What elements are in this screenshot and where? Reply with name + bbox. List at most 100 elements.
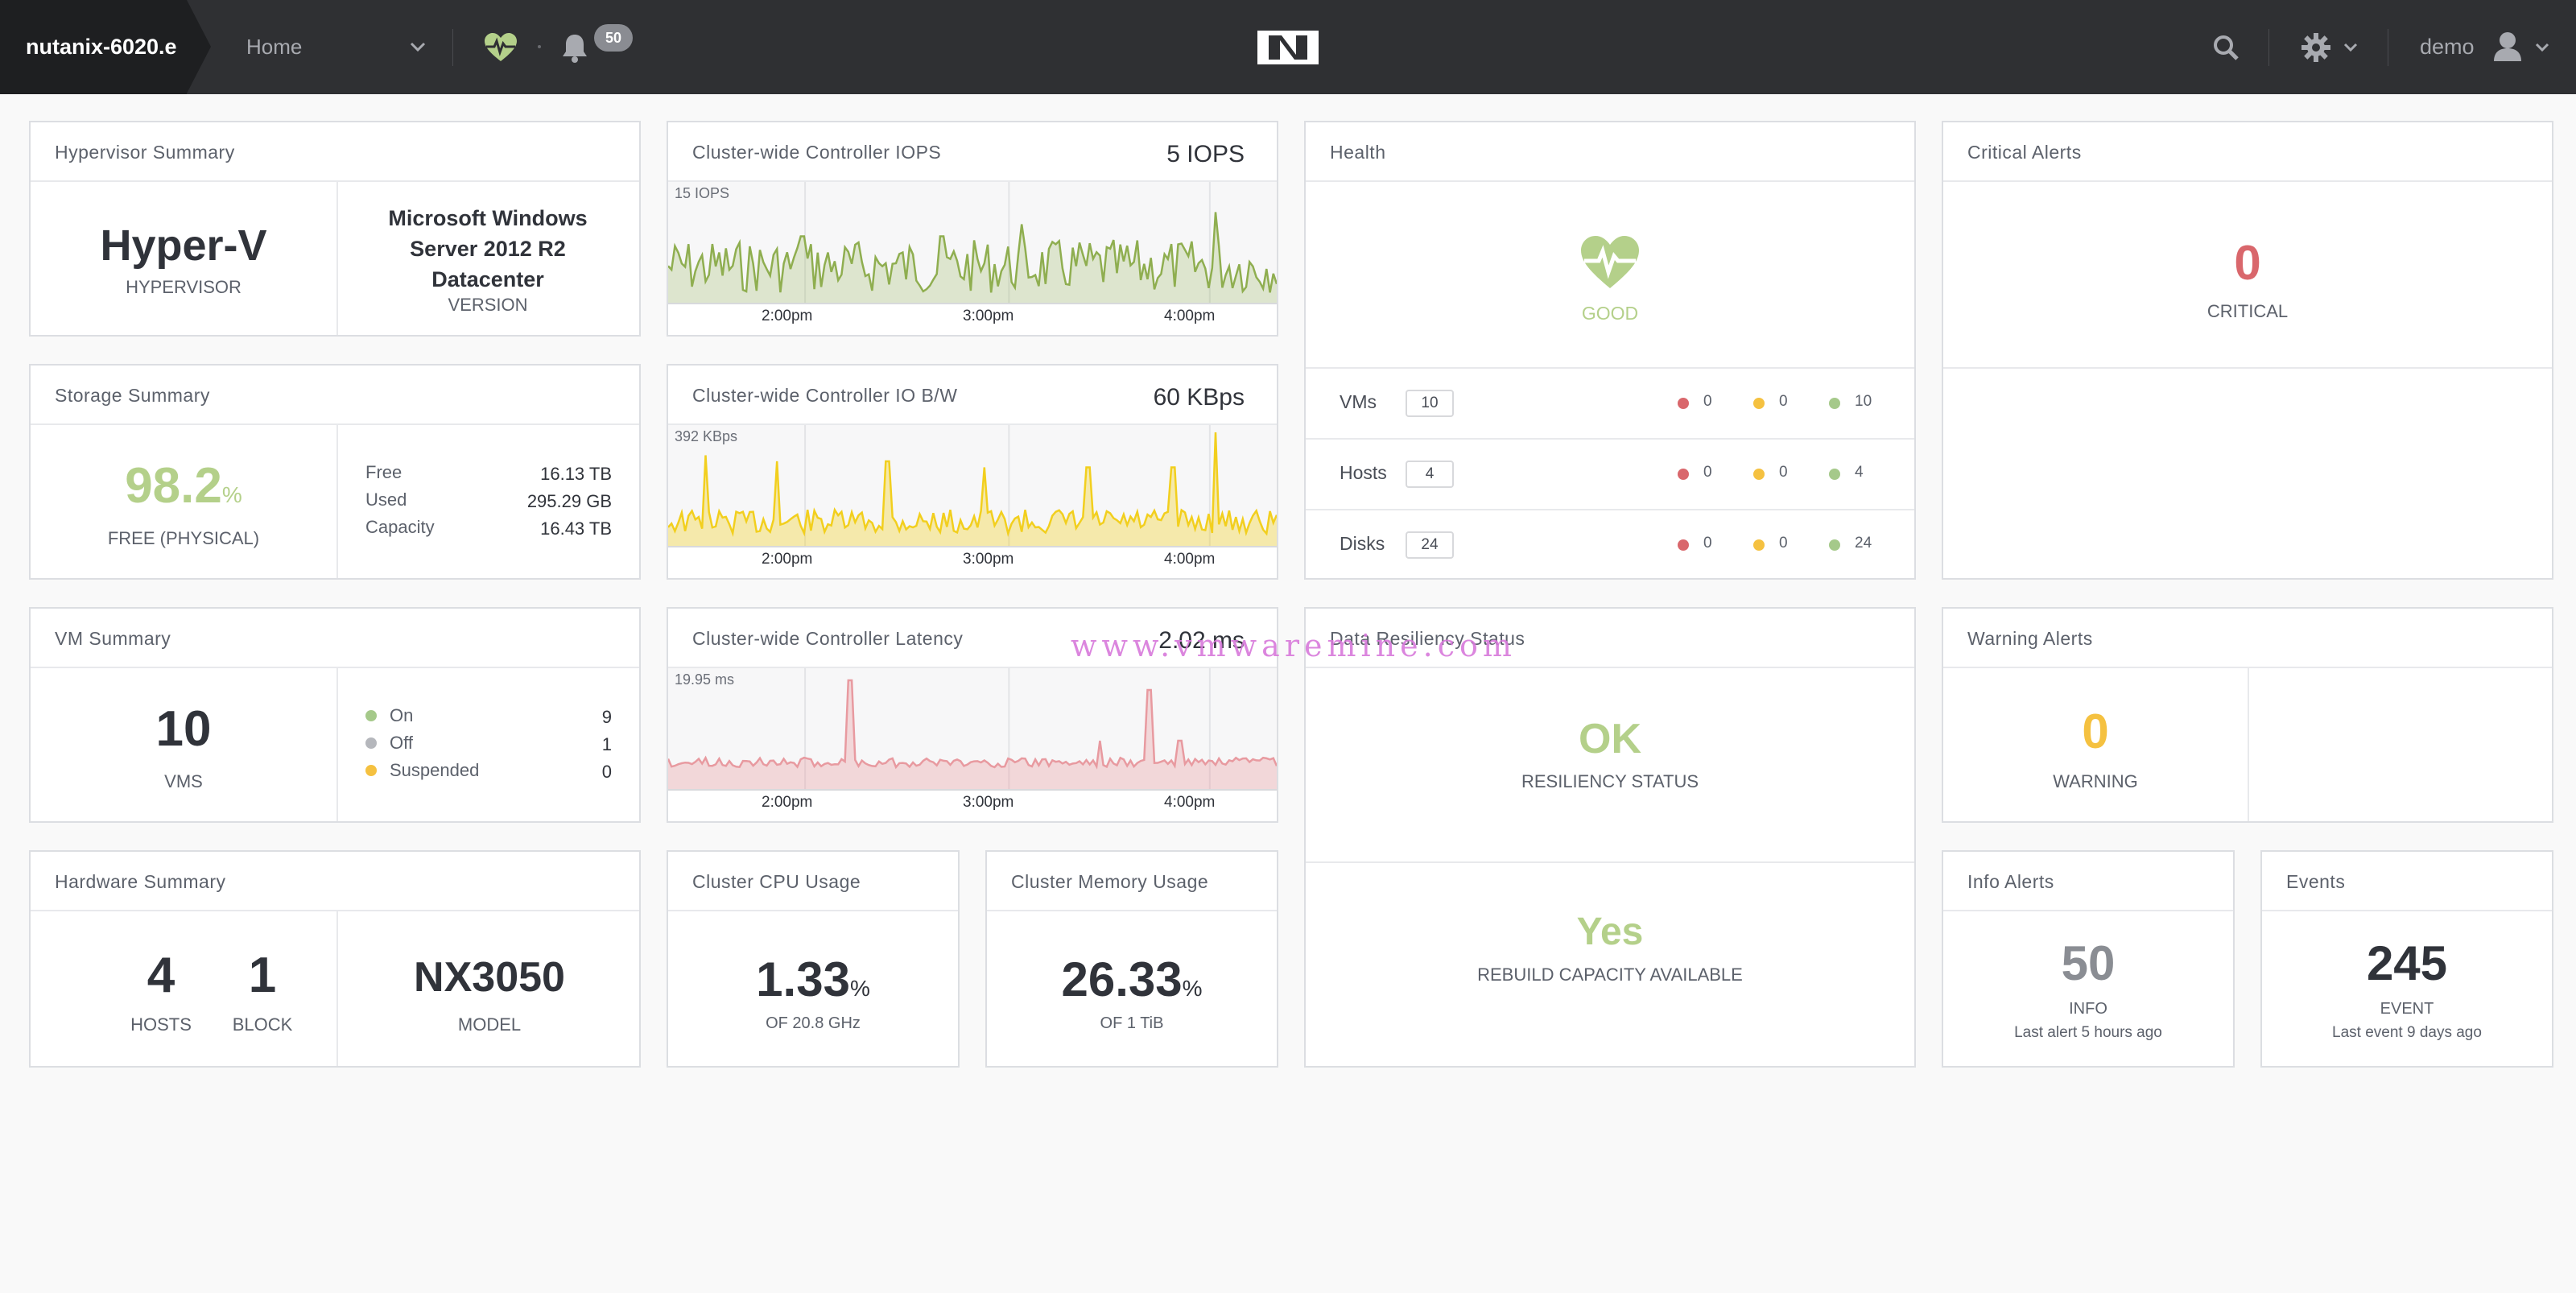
storage-capacity-key: Capacity (365, 517, 435, 537)
percent-sign: % (1182, 976, 1203, 1001)
info-last-alert: Last alert 5 hours ago (2014, 1024, 2162, 1041)
warning-alerts-widget[interactable]: Warning Alerts 0 WARNING (1942, 607, 2553, 823)
block-count: 1 (248, 948, 277, 1003)
storage-summary-widget[interactable]: Storage Summary 98.2% FREE (PHYSICAL) Fr… (29, 364, 641, 580)
health-hosts-critical[interactable]: 0 (1703, 464, 1712, 481)
health-vms-count[interactable]: 10 (1406, 390, 1454, 417)
divider (336, 911, 338, 1066)
event-count[interactable]: 245 (2366, 936, 2448, 990)
health-vms-critical[interactable]: 0 (1703, 393, 1712, 410)
user-name[interactable]: demo (2420, 35, 2475, 59)
critical-label: CRITICAL (2207, 301, 2289, 321)
cpu-usage-value: 1.33% (668, 952, 958, 1007)
info-alerts-widget[interactable]: Info Alerts 50 INFO Last alert 5 hours a… (1942, 850, 2235, 1068)
x-tick: 3:00pm (963, 308, 1014, 324)
latency-current-value: 2.02 ms (1158, 627, 1245, 654)
storage-free-key: Free (365, 462, 402, 482)
status-dot-critical (1678, 469, 1689, 480)
critical-alerts-widget[interactable]: Critical Alerts 0 CRITICAL (1942, 121, 2553, 580)
status-dot-warning (1753, 398, 1765, 409)
widget-title: Hardware Summary (31, 852, 639, 911)
widget-title: Cluster-wide Controller IO B/W (668, 366, 1277, 425)
vm-off-count: 1 (601, 734, 612, 754)
data-resiliency-widget[interactable]: Data Resiliency Status OK RESILIENCY STA… (1304, 607, 1916, 1068)
bandwidth-chart[interactable]: 392 KBps (668, 425, 1277, 547)
search-icon[interactable] (2212, 34, 2240, 61)
status-dot-suspended (365, 765, 377, 776)
critical-alert-count[interactable]: 0 (2234, 236, 2261, 290)
divider (336, 668, 338, 821)
chevron-down-icon[interactable] (2534, 40, 2550, 55)
status-dot-off (365, 737, 377, 749)
iops-current-value: 5 IOPS (1166, 141, 1245, 167)
memory-usage-number: 26.33 (1061, 952, 1183, 1006)
bell-icon[interactable] (560, 32, 589, 64)
warning-alert-count[interactable]: 0 (2082, 704, 2109, 758)
vm-summary-widget[interactable]: VM Summary 10 VMS On 9 Off 1 Suspended 0 (29, 607, 641, 823)
divider (2248, 668, 2249, 821)
alerts-count-badge[interactable]: 50 (594, 24, 633, 52)
cluster-cpu-usage-widget[interactable]: Cluster CPU Usage 1.33% OF 20.8 GHz (667, 850, 960, 1068)
health-hosts-count[interactable]: 4 (1406, 461, 1454, 488)
event-label: EVENT (2380, 1000, 2434, 1018)
health-hosts-good[interactable]: 4 (1855, 464, 1864, 481)
health-row-disks-label: Disks (1340, 533, 1385, 554)
vm-on-label: On (390, 705, 414, 725)
hardware-summary-widget[interactable]: Hardware Summary 4 HOSTS 1 BLOCK NX3050 … (29, 850, 641, 1068)
gear-icon[interactable] (2301, 32, 2331, 63)
cluster-name[interactable]: nutanix-6020.e (0, 0, 187, 94)
health-status: GOOD (1581, 303, 1639, 324)
controller-latency-widget[interactable]: Cluster-wide Controller Latency 2.02 ms … (667, 607, 1278, 823)
chevron-down-icon[interactable] (2343, 40, 2359, 55)
health-widget[interactable]: Health GOOD VMs 10 0 0 10 Hosts 4 0 0 4 … (1304, 121, 1916, 580)
widget-title: Cluster Memory Usage (987, 852, 1277, 911)
latency-chart[interactable]: 19.95 ms (668, 668, 1277, 791)
health-heart-icon[interactable] (483, 32, 518, 63)
x-tick: 4:00pm (1164, 308, 1216, 324)
status-dot-warning (1753, 539, 1765, 551)
health-vms-warning[interactable]: 0 (1779, 393, 1788, 410)
memory-usage-value: 26.33% (987, 952, 1277, 1007)
events-widget[interactable]: Events 245 EVENT Last event 9 days ago (2260, 850, 2553, 1068)
cpu-capacity: OF 20.8 GHz (766, 1014, 861, 1032)
resiliency-status: OK (1579, 716, 1641, 762)
cluster-memory-usage-widget[interactable]: Cluster Memory Usage 26.33% OF 1 TiB (985, 850, 1278, 1068)
health-vms-good[interactable]: 10 (1855, 393, 1872, 410)
health-disks-critical[interactable]: 0 (1703, 535, 1712, 551)
controller-iops-widget[interactable]: Cluster-wide Controller IOPS 5 IOPS 15 I… (667, 121, 1278, 337)
nav-home-menu[interactable]: Home (246, 35, 303, 59)
user-icon[interactable] (2492, 31, 2523, 63)
hypervisor-summary-widget[interactable]: Hypervisor Summary Hyper-V HYPERVISOR Mi… (29, 121, 641, 337)
vm-suspended-label: Suspended (390, 760, 480, 780)
rebuild-capacity-label: REBUILD CAPACITY AVAILABLE (1477, 965, 1743, 985)
hardware-model: NX3050 (414, 954, 565, 1001)
chevron-down-icon[interactable] (409, 39, 427, 55)
info-alert-count[interactable]: 50 (2061, 936, 2116, 990)
hosts-count: 4 (147, 948, 175, 1003)
health-disks-count[interactable]: 24 (1406, 531, 1454, 559)
cluster-tab-arrow (187, 0, 211, 93)
widget-title: Info Alerts (1943, 852, 2233, 911)
controller-bandwidth-widget[interactable]: Cluster-wide Controller IO B/W 60 KBps 3… (667, 364, 1278, 580)
model-label: MODEL (457, 1014, 522, 1035)
storage-free-amount: 16.13 TB (540, 464, 612, 484)
hypervisor-name: Hyper-V (100, 221, 267, 270)
health-heart-icon[interactable] (1579, 235, 1641, 290)
x-tick: 4:00pm (1164, 794, 1216, 811)
divider (1306, 509, 1914, 510)
health-disks-warning[interactable]: 0 (1779, 535, 1788, 551)
latency-chart-line (668, 668, 1277, 789)
percent-sign: % (849, 976, 870, 1001)
hosts-label: HOSTS (130, 1014, 192, 1035)
resiliency-status-label: RESILIENCY STATUS (1521, 771, 1699, 791)
iops-chart[interactable]: 15 IOPS (668, 182, 1277, 304)
widget-title: Events (2262, 852, 2552, 911)
health-hosts-warning[interactable]: 0 (1779, 464, 1788, 481)
health-disks-good[interactable]: 24 (1855, 535, 1872, 551)
divider (1306, 438, 1914, 440)
vm-on-count: 9 (601, 707, 612, 727)
rebuild-capacity-status: Yes (1576, 911, 1644, 953)
chart-max-label: 15 IOPS (675, 185, 730, 201)
widget-title: Data Resiliency Status (1306, 609, 1914, 668)
health-row-hosts-label: Hosts (1340, 462, 1387, 483)
